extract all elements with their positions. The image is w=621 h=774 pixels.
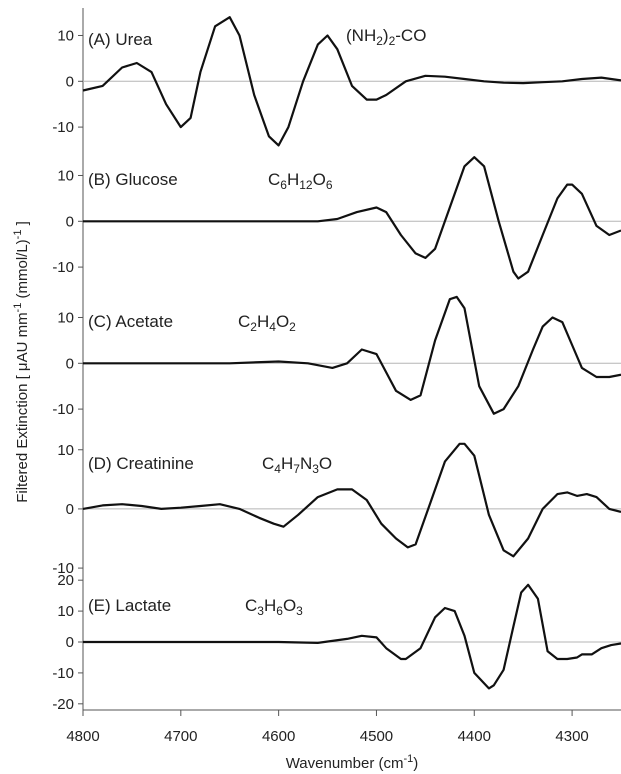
- formula-label: C2H4O2: [238, 312, 296, 334]
- formula-part: ): [383, 26, 389, 45]
- formula-part: (NH: [346, 26, 376, 45]
- panel-0: 100-10(A) Urea (NH2)2-CO: [52, 8, 621, 150]
- formula-part: H: [264, 596, 276, 615]
- y-tick-label: 10: [57, 309, 74, 326]
- formula-part: H: [287, 170, 299, 189]
- formula-label: (NH2)2-CO: [346, 26, 426, 48]
- panel-label: (B) Glucose: [88, 170, 178, 189]
- x-tick-label: 4600: [262, 728, 295, 745]
- y-tick-label: 10: [57, 603, 74, 620]
- y-tick-label: -20: [52, 696, 74, 713]
- formula-part: O: [319, 454, 332, 473]
- x-axis-title: Wavenumber (cm-1): [286, 753, 419, 772]
- spectrum-line: [83, 156, 621, 280]
- y-tick-label: 0: [66, 634, 74, 651]
- y-tick-label: 0: [66, 213, 74, 230]
- formula-subscript: 6: [326, 178, 333, 192]
- formula-subscript: 2: [389, 34, 396, 48]
- formula-subscript: 3: [312, 462, 319, 476]
- y-tick-label: 20: [57, 572, 74, 589]
- formula-part: C: [238, 312, 250, 331]
- spectrum-line: [82, 442, 621, 558]
- y-axis-title: Filtered Extinction [ μAU mm-1 (mmol/L)-…: [12, 221, 31, 503]
- x-tick-label: 4800: [66, 728, 99, 745]
- spectrum-line: [83, 295, 621, 415]
- formula-subscript: 2: [289, 320, 296, 334]
- y-tick-label: -10: [52, 665, 74, 682]
- formula-subscript: 3: [257, 604, 264, 618]
- panel-3: 10 0 -10 (D) Creatinine C4H7N3O: [52, 432, 621, 577]
- y-tick-label: -10: [52, 259, 74, 276]
- y-tick-label: 10: [57, 442, 74, 459]
- formula-label: C3H6O3: [245, 596, 303, 618]
- y-tick-label: -10: [52, 401, 74, 418]
- formula-part: -CO: [395, 26, 426, 45]
- y-tick-label: -10: [52, 119, 74, 136]
- formula-part: O: [283, 596, 296, 615]
- formula-part: H: [257, 312, 269, 331]
- formula-part: N: [300, 454, 312, 473]
- spectrum-line: [82, 16, 621, 147]
- formula-subscript: 7: [293, 462, 300, 476]
- formula-subscript: 12: [299, 178, 313, 192]
- formula-subscript: 4: [269, 320, 276, 334]
- y-tick-label: 0: [66, 355, 74, 372]
- y-tick-label: 10: [57, 27, 74, 44]
- formula-subscript: 6: [280, 178, 287, 192]
- formula-part: O: [313, 170, 326, 189]
- x-tick-label: 4500: [360, 728, 393, 745]
- panel-2: 100-10(C) Acetate C2H4O2: [52, 290, 621, 432]
- formula-subscript: 2: [376, 34, 383, 48]
- formula-label: C6H12O6: [268, 170, 333, 192]
- formula-part: C: [268, 170, 280, 189]
- formula-label: C4H7N3O: [262, 454, 332, 476]
- panel-label: (D) Creatinine: [88, 454, 194, 473]
- panel-label: (C) Acetate: [88, 312, 173, 331]
- panel-label: (E) Lactate: [88, 596, 171, 615]
- y-tick-label: 0: [66, 501, 74, 518]
- formula-subscript: 6: [276, 604, 283, 618]
- x-tick-label: 4300: [555, 728, 588, 745]
- y-tick-label: 10: [57, 167, 74, 184]
- y-tick-label: 0: [66, 73, 74, 90]
- formula-subscript: 3: [296, 604, 303, 618]
- y-tick-label: -10: [52, 560, 74, 577]
- formula-part: C: [245, 596, 257, 615]
- formula-part: O: [276, 312, 289, 331]
- x-tick-label: 4400: [458, 728, 491, 745]
- spectrum-line: [83, 583, 621, 690]
- panel-label: (A) Urea: [88, 30, 153, 49]
- formula-subscript: 4: [274, 462, 281, 476]
- x-tick-label: 4700: [164, 728, 197, 745]
- formula-subscript: 2: [250, 320, 257, 334]
- formula-part: H: [281, 454, 293, 473]
- formula-part: C: [262, 454, 274, 473]
- panel-1: 100-10(B) Glucose C6H12O6: [52, 148, 621, 290]
